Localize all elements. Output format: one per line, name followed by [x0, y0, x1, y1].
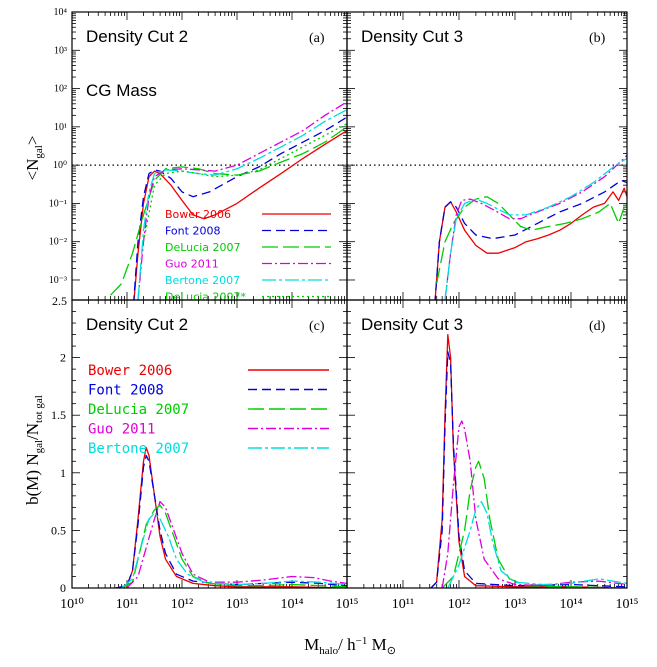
series-line-font-2008 — [133, 116, 347, 300]
series-line-bertone-2007 — [137, 109, 347, 300]
panel-letter: (a) — [309, 31, 325, 46]
x-tick-label: 10¹³ — [504, 597, 526, 612]
series-line-bertone-2007 — [447, 500, 627, 588]
legend-label: Bower 2006 — [165, 208, 231, 221]
panel-title: Density Cut 2 — [86, 315, 188, 334]
panel-c: 0 0.5 1 1.5 2 10¹⁰ 10¹¹ 10¹² 10¹³ 10¹⁴ 10¹⁵ Density… — [51, 299, 359, 612]
legend-label: Font 2008 — [165, 225, 220, 238]
series-line-font-2008 — [115, 454, 347, 588]
panel-letter: (c) — [309, 319, 325, 334]
legend-label: Bower 2006 — [88, 363, 172, 379]
series-line-font-2008 — [430, 351, 627, 588]
x-tick-label: 10¹¹ — [116, 597, 138, 612]
y-tick-label: 10⁴ — [54, 7, 68, 18]
panel-b: Density Cut 3 (b) — [346, 11, 628, 301]
x-tick-label: 10¹¹ — [392, 597, 414, 612]
panel-frame — [346, 299, 628, 589]
panel-title: Density Cut 3 — [361, 27, 463, 46]
y-tick-label: 10² — [54, 84, 67, 95]
panel-annotation: CG Mass — [86, 81, 157, 100]
bottom-y-axis-title: b(M) Ngal/Ntot gal — [23, 395, 45, 505]
x-tick-label: 10¹⁵ — [615, 597, 638, 612]
legend-label: Guo 2011 — [165, 258, 219, 271]
y-tick-label: 10⁻¹ — [49, 198, 67, 209]
x-tick-label: 10¹⁰ — [60, 597, 84, 612]
y-tick-label: 10³ — [54, 45, 67, 56]
legend-label: Bertone 2007 — [88, 441, 189, 457]
x-axis-title: Mhalo/ h−1 M⊙ — [304, 635, 396, 657]
x-tick-label: 10¹⁵ — [335, 597, 358, 612]
series-line-delucia-2007 — [435, 196, 627, 284]
y-tick-label: 0.5 — [51, 523, 66, 537]
series-line-font-2008 — [434, 179, 627, 300]
panel-title: Density Cut 2 — [86, 27, 188, 46]
legend-label: Font 2008 — [88, 383, 164, 399]
y-tick-label: 2.5 — [52, 294, 67, 308]
legend-label: Bertone 2007 — [165, 274, 240, 287]
y-tick-label: 1.5 — [51, 408, 66, 422]
panel-title: Density Cut 3 — [361, 315, 463, 334]
legend-label: Guo 2011 — [88, 422, 155, 438]
y-tick-label: 10⁻² — [49, 237, 67, 248]
legend-label: DeLucia 2007 — [88, 402, 189, 418]
x-tick-label: 10¹³ — [226, 597, 248, 612]
panel-frame — [346, 11, 628, 301]
y-tick-label: 1 — [60, 466, 66, 480]
y-tick-label: 10¹ — [54, 122, 67, 133]
series-line-delucia-2007 — [110, 126, 347, 296]
panel-letter: (b) — [589, 31, 606, 46]
y-tick-label: 2 — [60, 351, 66, 365]
panel-d: 10¹¹ 10¹² 10¹³ 10¹⁴ 10¹⁵ Density Cut 3 (d) — [346, 299, 639, 612]
top-y-axis-title: <Ngal> — [23, 136, 45, 181]
panel-letter: (d) — [589, 319, 606, 334]
series-line-bertone-2007 — [121, 512, 347, 588]
x-tick-label: 10¹² — [448, 597, 470, 612]
x-tick-label: 10¹² — [171, 597, 193, 612]
series-line-guo-2011 — [444, 154, 627, 300]
x-tick-label: 10¹⁴ — [280, 597, 303, 612]
series-line-bower-2006 — [434, 187, 627, 300]
y-tick-label: 10⁻³ — [49, 275, 67, 286]
series-line-bertone-2007 — [444, 157, 627, 300]
y-tick-label: 10⁰ — [53, 160, 67, 171]
series-line-delucia-2007- — [142, 123, 347, 242]
panel-a: 10⁻³ 10⁻² 10⁻¹ 10⁰ 10¹ 10² 10³ 10⁴ 2.5 Density Cu… — [49, 7, 348, 308]
x-tick-label: 10¹⁴ — [559, 597, 582, 612]
series-line-guo-2011 — [441, 420, 627, 588]
series-line-bower-2006 — [133, 130, 347, 300]
y-tick-label: 0 — [60, 581, 66, 595]
series-line-delucia-2007 — [441, 460, 627, 588]
legend-label: DeLucia 2007 — [165, 241, 240, 254]
series-line-guo-2011 — [126, 500, 347, 588]
